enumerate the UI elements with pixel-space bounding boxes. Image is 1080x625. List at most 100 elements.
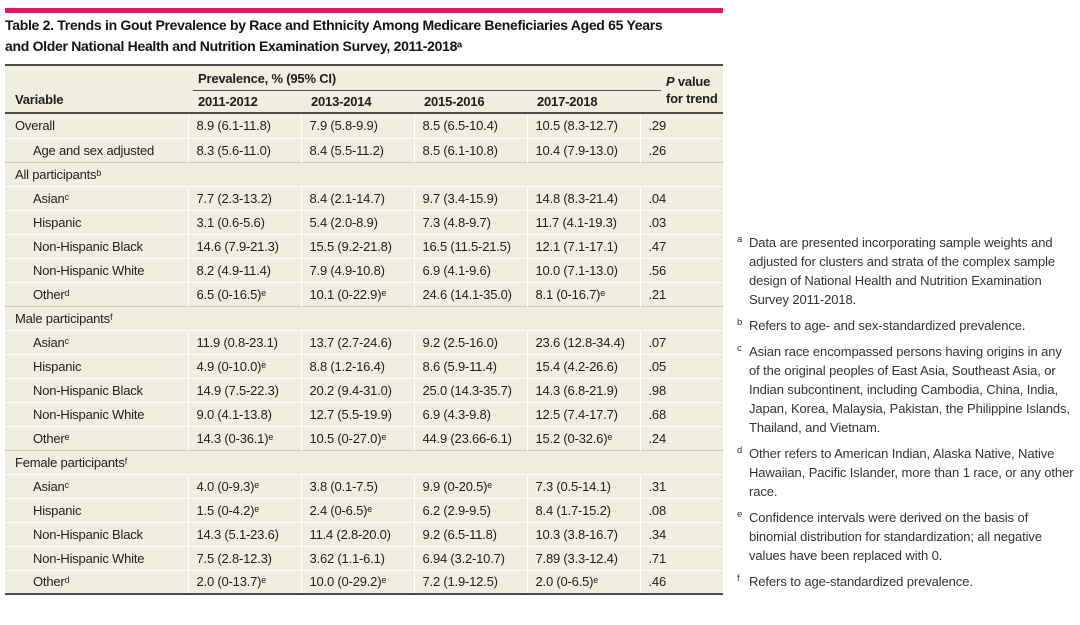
footnote-text: Data are presented incorporating sample … xyxy=(749,235,1056,307)
prevalence-cell: 7.2 (1.9-12.5) xyxy=(413,569,527,594)
prevalence-cell: 10.4 (7.9-13.0) xyxy=(526,137,640,162)
prevalence-cell: 8.9 (6.1-11.8) xyxy=(187,114,301,138)
prevalence-cell: 6.2 (2.9-9.5) xyxy=(413,497,527,522)
p-value-cell: .24 xyxy=(639,425,723,450)
prevalence-cell: 24.6 (14.1-35.0) xyxy=(413,281,527,306)
header-year-2011-2012: 2011-2012 xyxy=(198,94,258,109)
prevalence-cell: 8.5 (6.5-10.4) xyxy=(413,114,527,138)
footnotes: a Data are presented incorporating sample… xyxy=(737,233,1075,598)
header-year-2017-2018: 2017-2018 xyxy=(537,94,598,109)
prevalence-cell: 10.3 (3.8-16.7) xyxy=(526,521,640,546)
footnote-text: Other refers to American Indian, Alaska … xyxy=(749,446,1074,499)
table-row: Hispanic 3.1 (0.6-5.6) 5.4 (2.0-8.9) 7.3 (4… xyxy=(5,209,723,234)
prevalence-cell: 3.62 (1.1-6.1) xyxy=(300,545,414,570)
p-value-cell: .98 xyxy=(639,377,723,402)
footnote-text: Refers to age-standardized prevalence. xyxy=(749,574,973,589)
prevalence-cell: 10.1 (0-22.9)ᵉ xyxy=(300,281,414,306)
prevalence-cell: 7.89 (3.3-12.4) xyxy=(526,545,640,570)
table-title-line2: and Older National Health and Nutrition … xyxy=(5,38,463,54)
prevalence-cell: 15.2 (0-32.6)ᵉ xyxy=(526,425,640,450)
p-value-rest: value xyxy=(674,74,711,89)
prevalence-cell: 2.0 (0-6.5)ᵉ xyxy=(526,569,640,594)
table-row: Non-Hispanic White 9.0 (4.1-13.8) 12.7 (5.… xyxy=(5,401,723,426)
prevalence-cell: 3.1 (0.6-5.6) xyxy=(187,209,301,234)
row-label: Asianᶜ xyxy=(5,185,188,210)
prevalence-cell: 6.94 (3.2-10.7) xyxy=(413,545,527,570)
table-row: Otherᵈ 2.0 (0-13.7)ᵉ 10.0 (0-29.2)ᵉ 7.2 (1.… xyxy=(5,569,723,594)
prevalence-cell: 7.3 (4.8-9.7) xyxy=(413,209,527,234)
row-label: Asianᶜ xyxy=(5,329,188,354)
header-year-columns: 2011-2012 2013-2014 2015-2016 2017-2018 xyxy=(193,94,645,109)
prevalence-table: Overall 8.9 (6.1-11.8) 7.9 (5.8-9.9) 8.5 (6… xyxy=(5,114,723,595)
row-label: Non-Hispanic Black xyxy=(5,233,188,258)
footnote-marker: f xyxy=(737,573,740,584)
table-title: Table 2. Trends in Gout Prevalence by Ra… xyxy=(5,15,723,57)
section-label: All participantsᵇ xyxy=(5,161,723,186)
prevalence-cell: 23.6 (12.8-34.4) xyxy=(526,329,640,354)
prevalence-cell: 7.3 (0.5-14.1) xyxy=(526,473,640,498)
table-row: Hispanic 4.9 (0-10.0)ᵉ 8.8 (1.2-16.4) 8.6 (… xyxy=(5,353,723,378)
table-row: Asianᶜ 4.0 (0-9.3)ᵉ 3.8 (0.1-7.5) 9.9 (0-20… xyxy=(5,473,723,498)
row-label: Age and sex adjusted xyxy=(5,137,188,162)
footnote-b: b Refers to age- and sex-standardized pre… xyxy=(737,316,1075,335)
prevalence-cell: 12.1 (7.1-17.1) xyxy=(526,233,640,258)
row-label: Non-Hispanic Black xyxy=(5,377,188,402)
p-value-cell: .26 xyxy=(639,137,723,162)
prevalence-cell: 6.5 (0-16.5)ᵉ xyxy=(187,281,301,306)
section-row: Male participantsᶠ xyxy=(5,305,723,330)
p-value-cell: .29 xyxy=(639,114,723,138)
section-label: Male participantsᶠ xyxy=(5,305,723,330)
footnote-e: e Confidence intervals were derived on th… xyxy=(737,508,1075,565)
p-value-cell: .05 xyxy=(639,353,723,378)
table-row: Overall 8.9 (6.1-11.8) 7.9 (5.8-9.9) 8.5 (6… xyxy=(5,114,723,138)
prevalence-cell: 12.5 (7.4-17.7) xyxy=(526,401,640,426)
footnote-d: d Other refers to American Indian, Alaska… xyxy=(737,444,1075,501)
prevalence-cell: 9.0 (4.1-13.8) xyxy=(187,401,301,426)
header-prevalence-group: Prevalence, % (95% CI) xyxy=(198,71,336,86)
prevalence-cell: 8.4 (2.1-14.7) xyxy=(300,185,414,210)
prevalence-cell: 4.9 (0-10.0)ᵉ xyxy=(187,353,301,378)
table-header: Variable Prevalence, % (95% CI) 2011-201… xyxy=(5,64,723,114)
table-row: Non-Hispanic White 8.2 (4.9-11.4) 7.9 (4.9… xyxy=(5,257,723,282)
p-value-cell: .08 xyxy=(639,497,723,522)
row-label: Otherᵈ xyxy=(5,569,188,594)
prevalence-cell: 4.0 (0-9.3)ᵉ xyxy=(187,473,301,498)
section-row: All participantsᵇ xyxy=(5,161,723,186)
prevalence-cell: 14.6 (7.9-21.3) xyxy=(187,233,301,258)
footnote-marker: b xyxy=(737,317,743,328)
prevalence-cell: 11.9 (0.8-23.1) xyxy=(187,329,301,354)
footnote-f: f Refers to age-standardized prevalence. xyxy=(737,572,1075,591)
footnote-marker: a xyxy=(737,234,743,245)
row-label: Non-Hispanic White xyxy=(5,257,188,282)
row-label: Hispanic xyxy=(5,209,188,234)
prevalence-cell: 16.5 (11.5-21.5) xyxy=(413,233,527,258)
prevalence-cell: 12.7 (5.5-19.9) xyxy=(300,401,414,426)
row-label: Non-Hispanic Black xyxy=(5,521,188,546)
table-row: Asianᶜ 7.7 (2.3-13.2) 8.4 (2.1-14.7) 9.7 (3… xyxy=(5,185,723,210)
p-value-cell: .04 xyxy=(639,185,723,210)
prevalence-cell: 14.3 (0-36.1)ᵉ xyxy=(187,425,301,450)
data-table: Variable Prevalence, % (95% CI) 2011-201… xyxy=(5,64,723,595)
table-row: Non-Hispanic Black 14.9 (7.5-22.3) 20.2 (9… xyxy=(5,377,723,402)
prevalence-cell: 11.4 (2.8-20.0) xyxy=(300,521,414,546)
p-value-cell: .47 xyxy=(639,233,723,258)
prevalence-cell: 5.4 (2.0-8.9) xyxy=(300,209,414,234)
prevalence-cell: 11.7 (4.1-19.3) xyxy=(526,209,640,234)
p-value-cell: .46 xyxy=(639,569,723,594)
p-value-line2: for trend xyxy=(666,91,718,106)
prevalence-cell: 6.9 (4.3-9.8) xyxy=(413,401,527,426)
prevalence-cell: 15.4 (4.2-26.6) xyxy=(526,353,640,378)
table-title-line1: Table 2. Trends in Gout Prevalence by Ra… xyxy=(5,17,663,33)
prevalence-cell: 10.0 (7.1-13.0) xyxy=(526,257,640,282)
prevalence-cell: 7.5 (2.8-12.3) xyxy=(187,545,301,570)
prevalence-cell: 9.9 (0-20.5)ᵉ xyxy=(413,473,527,498)
p-value-cell: .21 xyxy=(639,281,723,306)
p-value-cell: .68 xyxy=(639,401,723,426)
prevalence-cell: 14.3 (6.8-21.9) xyxy=(526,377,640,402)
row-label: Asianᶜ xyxy=(5,473,188,498)
table-body: Overall 8.9 (6.1-11.8) 7.9 (5.8-9.9) 8.5 (6… xyxy=(5,114,723,594)
p-value-cell: .07 xyxy=(639,329,723,354)
footnote-marker: d xyxy=(737,445,743,456)
prevalence-cell: 7.9 (5.8-9.9) xyxy=(300,114,414,138)
header-p-value: P value for trend xyxy=(666,73,718,107)
